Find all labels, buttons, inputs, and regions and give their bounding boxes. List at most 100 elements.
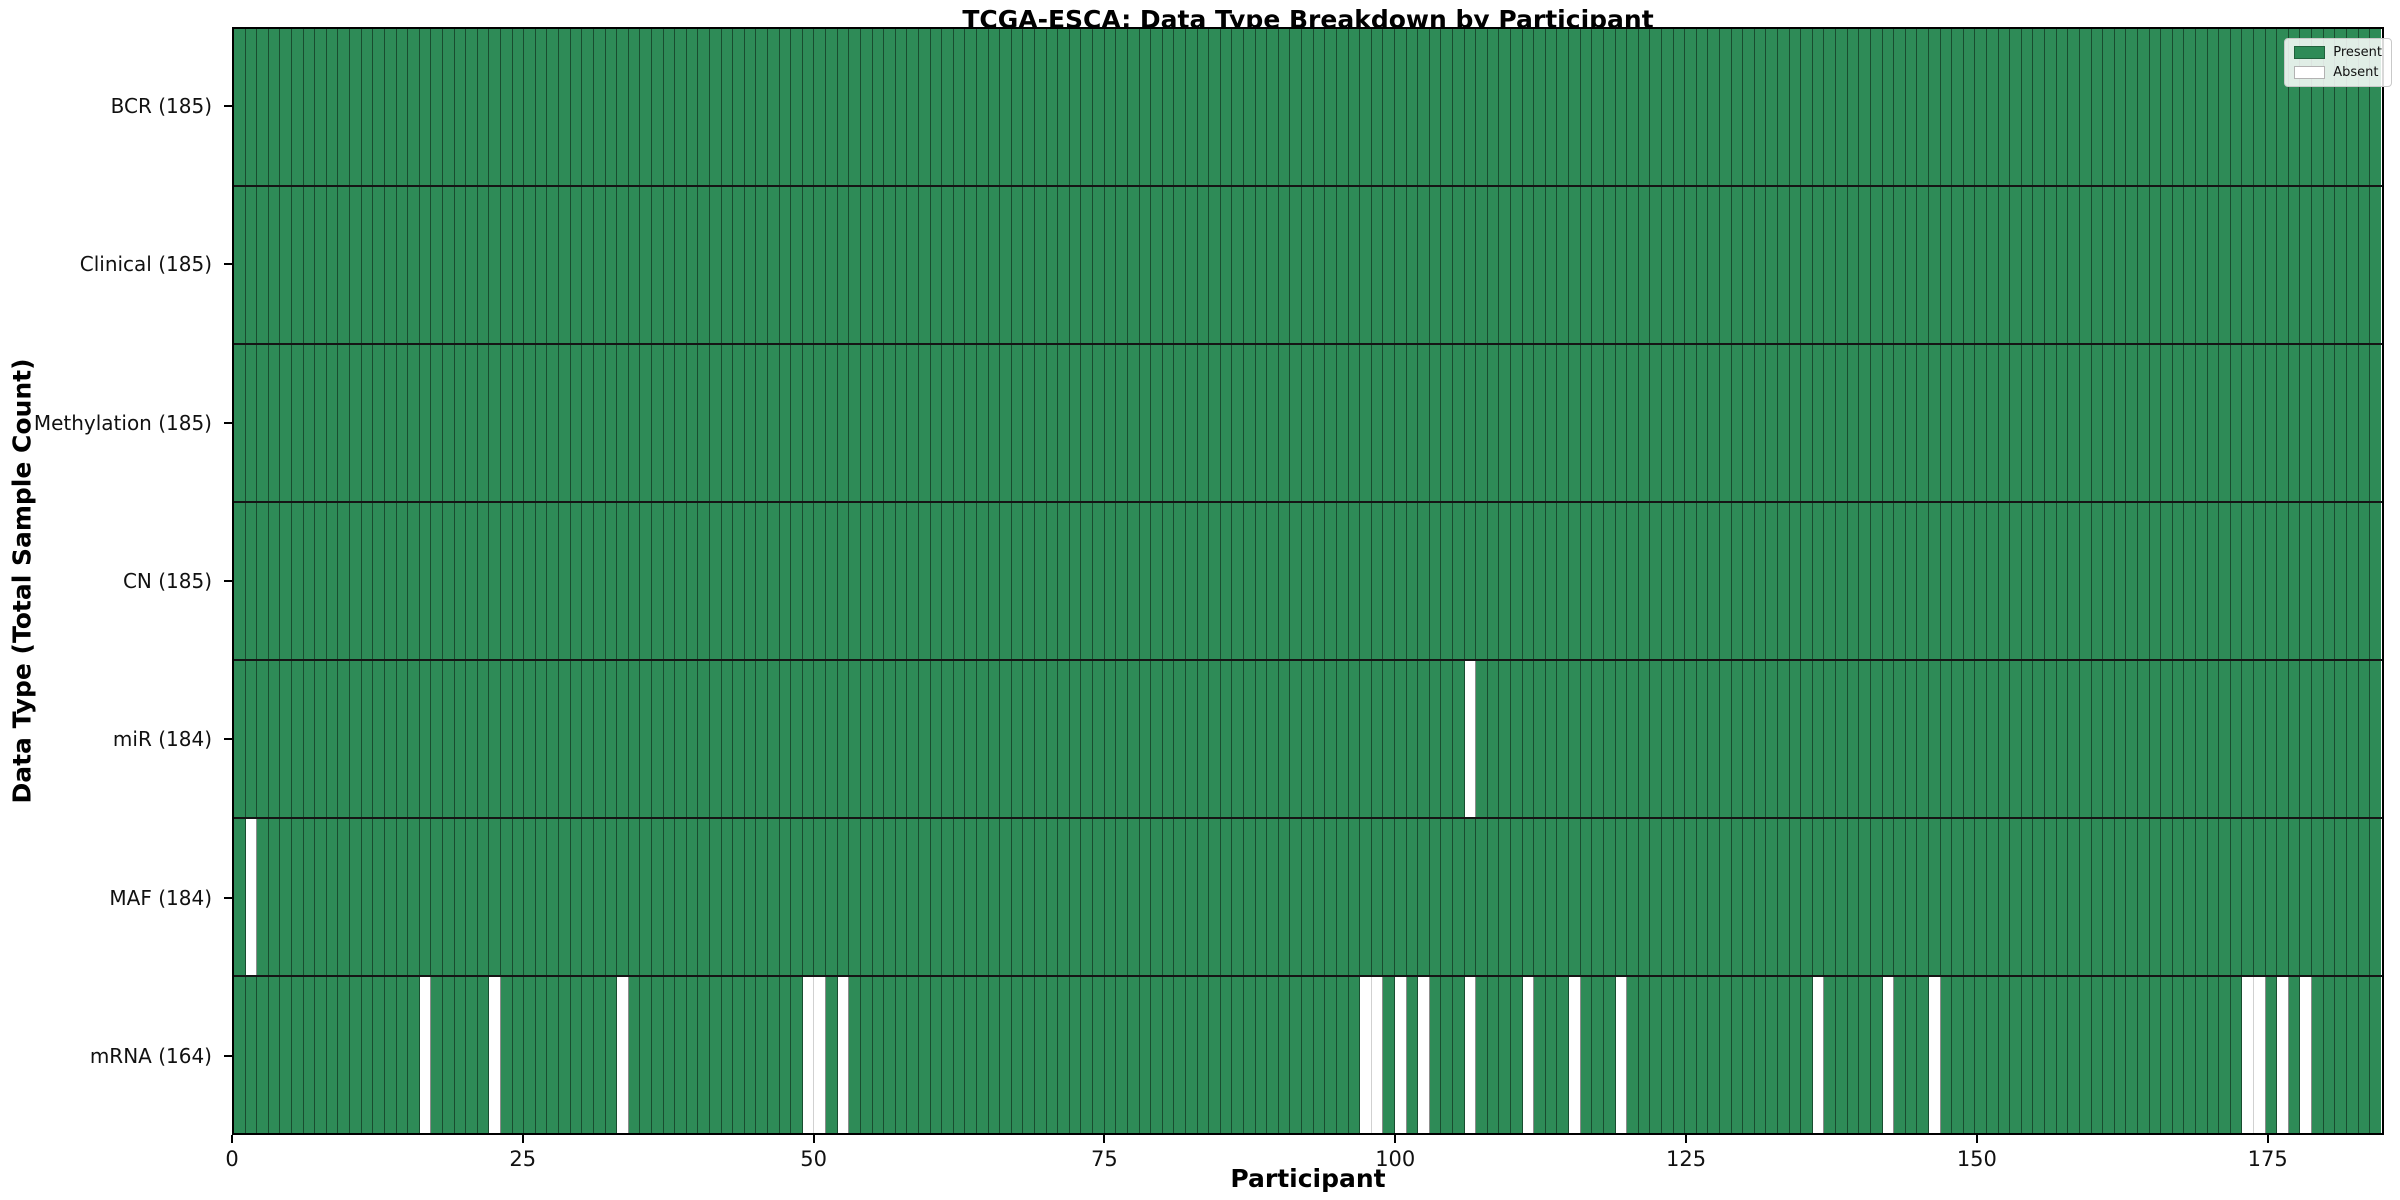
heatmap-cell <box>396 819 409 975</box>
heatmap-cell <box>1987 187 1999 343</box>
heatmap-cell <box>326 29 339 185</box>
heatmap-cell <box>1731 29 1744 185</box>
heatmap-cell <box>1464 503 1477 659</box>
heatmap-cell <box>1789 187 1802 343</box>
heatmap-cell <box>605 187 618 343</box>
heatmap-cell <box>1975 819 1988 975</box>
heatmap-cell <box>512 29 525 185</box>
heatmap-cell <box>234 661 246 817</box>
heatmap-cell <box>1824 977 1837 1133</box>
heatmap-cell <box>768 977 780 1133</box>
heatmap-cell <box>1824 661 1837 817</box>
heatmap-cell <box>942 661 954 817</box>
heatmap-cell <box>361 819 374 975</box>
heatmap-cell <box>2300 29 2313 185</box>
heatmap-cell <box>651 661 664 817</box>
heatmap-cell <box>1035 503 1047 659</box>
heatmap-cell <box>1778 661 1790 817</box>
heatmap-cell <box>2242 503 2255 659</box>
heatmap-cell <box>1963 187 1976 343</box>
heatmap-cell <box>1708 187 1720 343</box>
heatmap-cell <box>849 977 861 1133</box>
heatmap-cell <box>988 187 1001 343</box>
heatmap-cell <box>1812 187 1825 343</box>
heatmap-cell <box>1209 977 1221 1133</box>
heatmap-cell <box>884 977 896 1133</box>
heatmap-cell <box>1371 187 1384 343</box>
heatmap-cell <box>1197 29 1210 185</box>
heatmap-cell <box>663 345 676 501</box>
heatmap-cell <box>814 661 827 817</box>
heatmap-cell <box>1789 29 1802 185</box>
heatmap-cell <box>1232 345 1245 501</box>
heatmap-cell <box>640 187 652 343</box>
heatmap-cell <box>2021 661 2034 817</box>
heatmap-cell <box>2126 661 2138 817</box>
heatmap-cell <box>1406 819 1419 975</box>
heatmap-cell <box>1836 187 1848 343</box>
heatmap-cell <box>2277 661 2289 817</box>
heatmap-cell <box>524 187 536 343</box>
heatmap-cell <box>524 29 536 185</box>
heatmap-cell <box>2103 345 2115 501</box>
heatmap-cell <box>2114 29 2127 185</box>
heatmap-cell <box>895 187 908 343</box>
heatmap-cell <box>2184 187 2196 343</box>
heatmap-cell <box>1603 819 1616 975</box>
heatmap-cell <box>2021 187 2034 343</box>
heatmap-cell <box>1801 29 1813 185</box>
heatmap-cell <box>338 345 351 501</box>
x-tick-mark <box>231 1135 233 1143</box>
heatmap-cell <box>2300 819 2313 975</box>
heatmap-cell <box>1081 345 1094 501</box>
heatmap-cell <box>1464 661 1477 817</box>
heatmap-cell <box>617 29 629 185</box>
heatmap-cell <box>814 503 827 659</box>
heatmap-cell <box>2010 977 2022 1133</box>
heatmap-cell <box>582 503 594 659</box>
heatmap-cell <box>1661 187 1674 343</box>
heatmap-cell <box>268 187 281 343</box>
heatmap-cell <box>1000 187 1012 343</box>
heatmap-cell <box>651 503 664 659</box>
heatmap-cell <box>1511 661 1523 817</box>
heatmap-cell <box>1511 345 1523 501</box>
heatmap-cell <box>1580 819 1593 975</box>
heatmap-cell <box>1603 29 1616 185</box>
y-tick-mark <box>224 896 232 899</box>
heatmap-cell <box>860 187 873 343</box>
heatmap-cell <box>988 345 1001 501</box>
heatmap-cell <box>1255 503 1268 659</box>
heatmap-cell <box>802 187 815 343</box>
heatmap-cell <box>907 503 919 659</box>
heatmap-cell <box>1046 503 1059 659</box>
heatmap-cell <box>1615 29 1628 185</box>
heatmap-cell <box>1209 661 1221 817</box>
heatmap-cell <box>768 187 780 343</box>
heatmap-cell <box>1278 661 1291 817</box>
heatmap-cell <box>605 503 618 659</box>
y-tick-mark <box>224 105 232 108</box>
heatmap-cell <box>1429 187 1442 343</box>
heatmap-cell <box>849 29 861 185</box>
heatmap-cell <box>384 819 397 975</box>
heatmap-row-CN <box>234 503 2382 661</box>
heatmap-cell <box>1011 29 1024 185</box>
heatmap-cell <box>1987 503 1999 659</box>
heatmap-cell <box>1824 503 1837 659</box>
heatmap-cell <box>361 503 374 659</box>
legend-swatch-present <box>2294 46 2326 59</box>
heatmap-cell <box>1011 503 1024 659</box>
heatmap-cell <box>918 187 931 343</box>
heatmap-cell <box>1661 29 1674 185</box>
heatmap-cell <box>2056 503 2069 659</box>
heatmap-cell <box>1766 977 1779 1133</box>
heatmap-cell <box>1847 819 1860 975</box>
legend-swatch-absent <box>2294 66 2326 79</box>
heatmap-cell <box>721 345 734 501</box>
heatmap-cell <box>384 345 397 501</box>
heatmap-cell <box>709 661 722 817</box>
heatmap-cell <box>477 29 490 185</box>
heatmap-cell <box>1557 29 1570 185</box>
heatmap-cell <box>709 977 722 1133</box>
